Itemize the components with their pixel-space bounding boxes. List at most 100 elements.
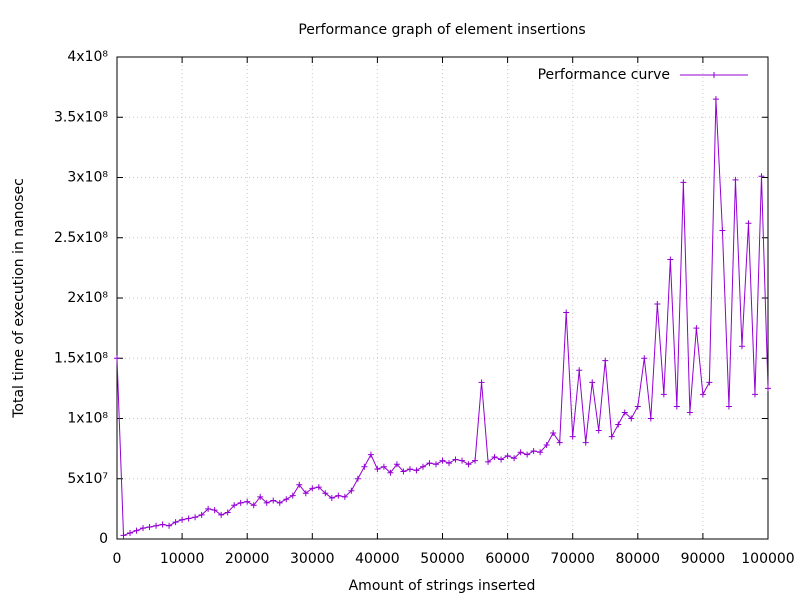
point <box>465 461 472 468</box>
point <box>543 442 550 449</box>
point <box>244 498 251 505</box>
point <box>387 469 394 476</box>
x-tick-label: 50000 <box>420 551 465 567</box>
point <box>758 173 765 180</box>
point <box>361 463 368 470</box>
point <box>367 451 374 458</box>
point <box>335 492 342 499</box>
point <box>289 492 296 499</box>
point <box>380 463 387 470</box>
point <box>569 433 576 440</box>
point <box>446 460 453 467</box>
y-tick-label: 5x10⁷ <box>67 471 108 487</box>
y-tick-label: 0 <box>99 531 108 547</box>
x-tick-label: 10000 <box>160 551 205 567</box>
legend-label: Performance curve <box>538 67 670 83</box>
y-tick-label: 2.5x10⁸ <box>54 230 108 246</box>
point <box>328 495 335 502</box>
point <box>524 451 531 458</box>
point <box>472 457 479 464</box>
point <box>693 325 700 332</box>
x-tick-label: 40000 <box>355 551 400 567</box>
point <box>270 497 277 504</box>
point <box>706 379 713 386</box>
point <box>517 449 524 456</box>
x-tick-label: 80000 <box>616 551 661 567</box>
point <box>276 499 283 506</box>
point <box>511 455 518 462</box>
point <box>146 523 153 530</box>
point <box>179 516 186 523</box>
point <box>185 515 192 522</box>
x-axis-label: Amount of strings inserted <box>349 578 536 594</box>
point <box>654 301 661 308</box>
point <box>725 403 732 410</box>
point <box>211 507 218 514</box>
point <box>485 458 492 465</box>
point <box>322 490 329 497</box>
point <box>263 499 270 506</box>
point <box>426 460 433 467</box>
point <box>673 403 680 410</box>
point <box>218 511 225 518</box>
point <box>550 429 557 436</box>
point <box>498 456 505 463</box>
plot-border <box>116 56 769 540</box>
legend-marker <box>711 72 717 78</box>
point <box>589 379 596 386</box>
point <box>283 496 290 503</box>
point <box>341 493 348 500</box>
point <box>719 227 726 234</box>
point <box>120 532 127 539</box>
point <box>419 463 426 470</box>
y-axis-label: Total time of execution in nanosec <box>11 178 27 419</box>
point <box>686 409 693 416</box>
y-tick-label: 4x10⁸ <box>67 49 108 65</box>
chart-title: Performance graph of element insertions <box>298 22 585 38</box>
point <box>127 529 134 536</box>
point <box>602 357 609 364</box>
point <box>374 466 381 473</box>
point <box>114 355 120 362</box>
point <box>198 511 205 518</box>
x-tick-label: 60000 <box>485 551 530 567</box>
point <box>192 514 199 521</box>
point <box>491 454 498 461</box>
point <box>406 466 413 473</box>
point <box>738 343 745 350</box>
point <box>309 485 316 492</box>
point <box>231 502 238 509</box>
point <box>712 96 719 103</box>
x-tick-label: 20000 <box>225 551 270 567</box>
point <box>537 449 544 456</box>
x-tick-label: 30000 <box>290 551 335 567</box>
point <box>751 391 758 398</box>
point <box>628 415 635 422</box>
x-tick-label: 100000 <box>741 551 794 567</box>
point <box>452 456 459 463</box>
point <box>563 309 570 316</box>
point <box>237 499 244 506</box>
point <box>432 461 439 468</box>
x-tick-label: 0 <box>113 551 122 567</box>
point <box>660 391 667 398</box>
point <box>140 525 147 532</box>
point <box>413 467 420 474</box>
point <box>641 355 648 362</box>
point <box>439 457 446 464</box>
point <box>621 409 628 416</box>
point <box>172 519 179 526</box>
point <box>166 522 173 529</box>
point <box>615 421 622 428</box>
point <box>302 490 309 497</box>
point <box>745 220 752 227</box>
point <box>667 256 674 263</box>
y-tick-label: 1.5x10⁸ <box>54 350 108 366</box>
point <box>765 385 771 392</box>
point <box>159 521 166 528</box>
point <box>634 403 641 410</box>
point <box>459 457 466 464</box>
point <box>699 391 706 398</box>
point <box>478 379 485 386</box>
